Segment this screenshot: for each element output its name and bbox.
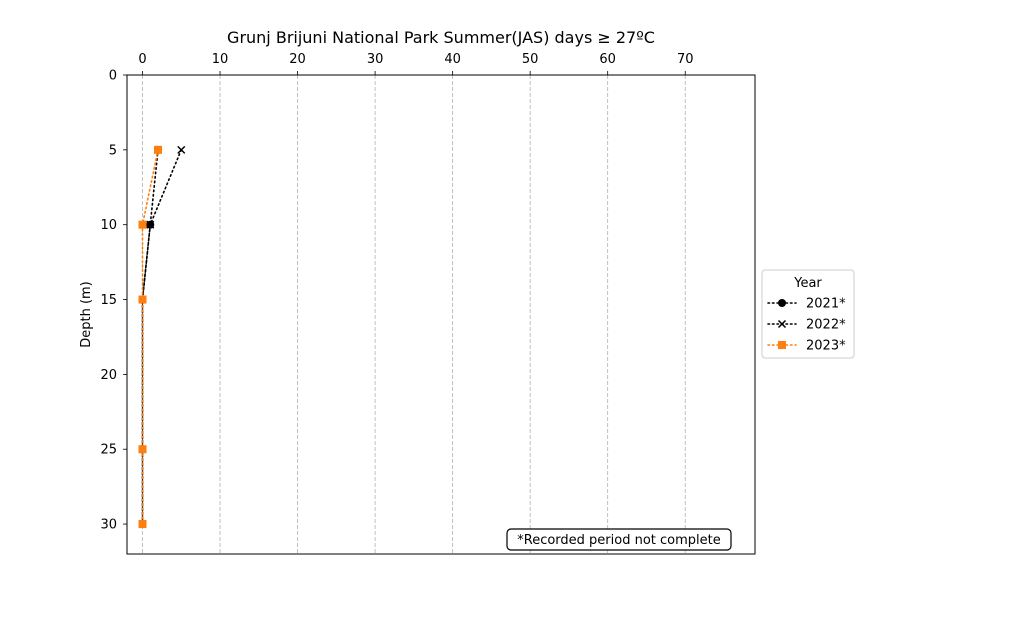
- plot-frame: [126, 74, 756, 555]
- legend-marker: [778, 341, 786, 349]
- legend-frame: [761, 269, 855, 359]
- legend: Year 2021* 2022* 2023*: [761, 269, 855, 359]
- data-point-2023: [138, 520, 147, 529]
- data-point-2023: [138, 295, 147, 304]
- data-point-2023: [138, 445, 147, 454]
- legend-marker: [777, 319, 787, 329]
- y-tick-label: 20: [100, 368, 117, 383]
- data-point-2023: [154, 145, 163, 154]
- y-tick-label: 25: [100, 443, 117, 458]
- annotation-text: *Recorded period not complete: [517, 533, 721, 548]
- x-tick-label: 70: [677, 52, 694, 67]
- y-axis-ticks: 0 5 10 15 20 25 30: [100, 69, 127, 533]
- x-tick-label: 0: [138, 52, 146, 67]
- chart-title: Grunj Brijuni National Park Summer(JAS) …: [227, 28, 655, 47]
- y-axis-label: Depth (m): [79, 281, 94, 348]
- x-gridlines: [142, 75, 686, 554]
- legend-item-2022: 2022*: [767, 318, 846, 333]
- y-tick-label: 10: [100, 218, 117, 233]
- annotation-box: *Recorded period not complete: [506, 528, 732, 551]
- y-tick-label: 0: [109, 69, 117, 84]
- data-point-2023: [138, 220, 147, 229]
- legend-label: 2021*: [806, 297, 846, 312]
- x-tick-label: 40: [444, 52, 461, 67]
- x-axis-ticks: 0 10 20 30 40 50 60 70: [138, 52, 693, 75]
- series-line-2022: [141, 149, 183, 525]
- legend-item-2023: 2023*: [767, 339, 846, 354]
- x-tick-label: 60: [599, 52, 616, 67]
- x-tick-label: 20: [289, 52, 306, 67]
- data-point-2022: [177, 145, 186, 154]
- legend-item-2021: 2021*: [767, 297, 846, 312]
- x-tick-label: 10: [212, 52, 229, 67]
- series-line-2021: [141, 149, 159, 525]
- y-tick-label: 30: [100, 518, 117, 533]
- x-stroke: [146, 220, 155, 229]
- data-point-2022: [146, 220, 155, 229]
- legend-title: Year: [793, 276, 822, 291]
- legend-label: 2022*: [806, 318, 846, 333]
- series-line-2023: [141, 149, 159, 525]
- x-stroke: [177, 145, 186, 154]
- legend-label: 2023*: [806, 339, 846, 354]
- x-stroke: [777, 319, 787, 329]
- x-tick-label: 50: [522, 52, 539, 67]
- series-layer: [138, 145, 186, 529]
- y-tick-label: 15: [100, 293, 117, 308]
- y-tick-label: 5: [109, 143, 117, 158]
- legend-marker: [778, 299, 786, 307]
- x-tick-label: 30: [367, 52, 384, 67]
